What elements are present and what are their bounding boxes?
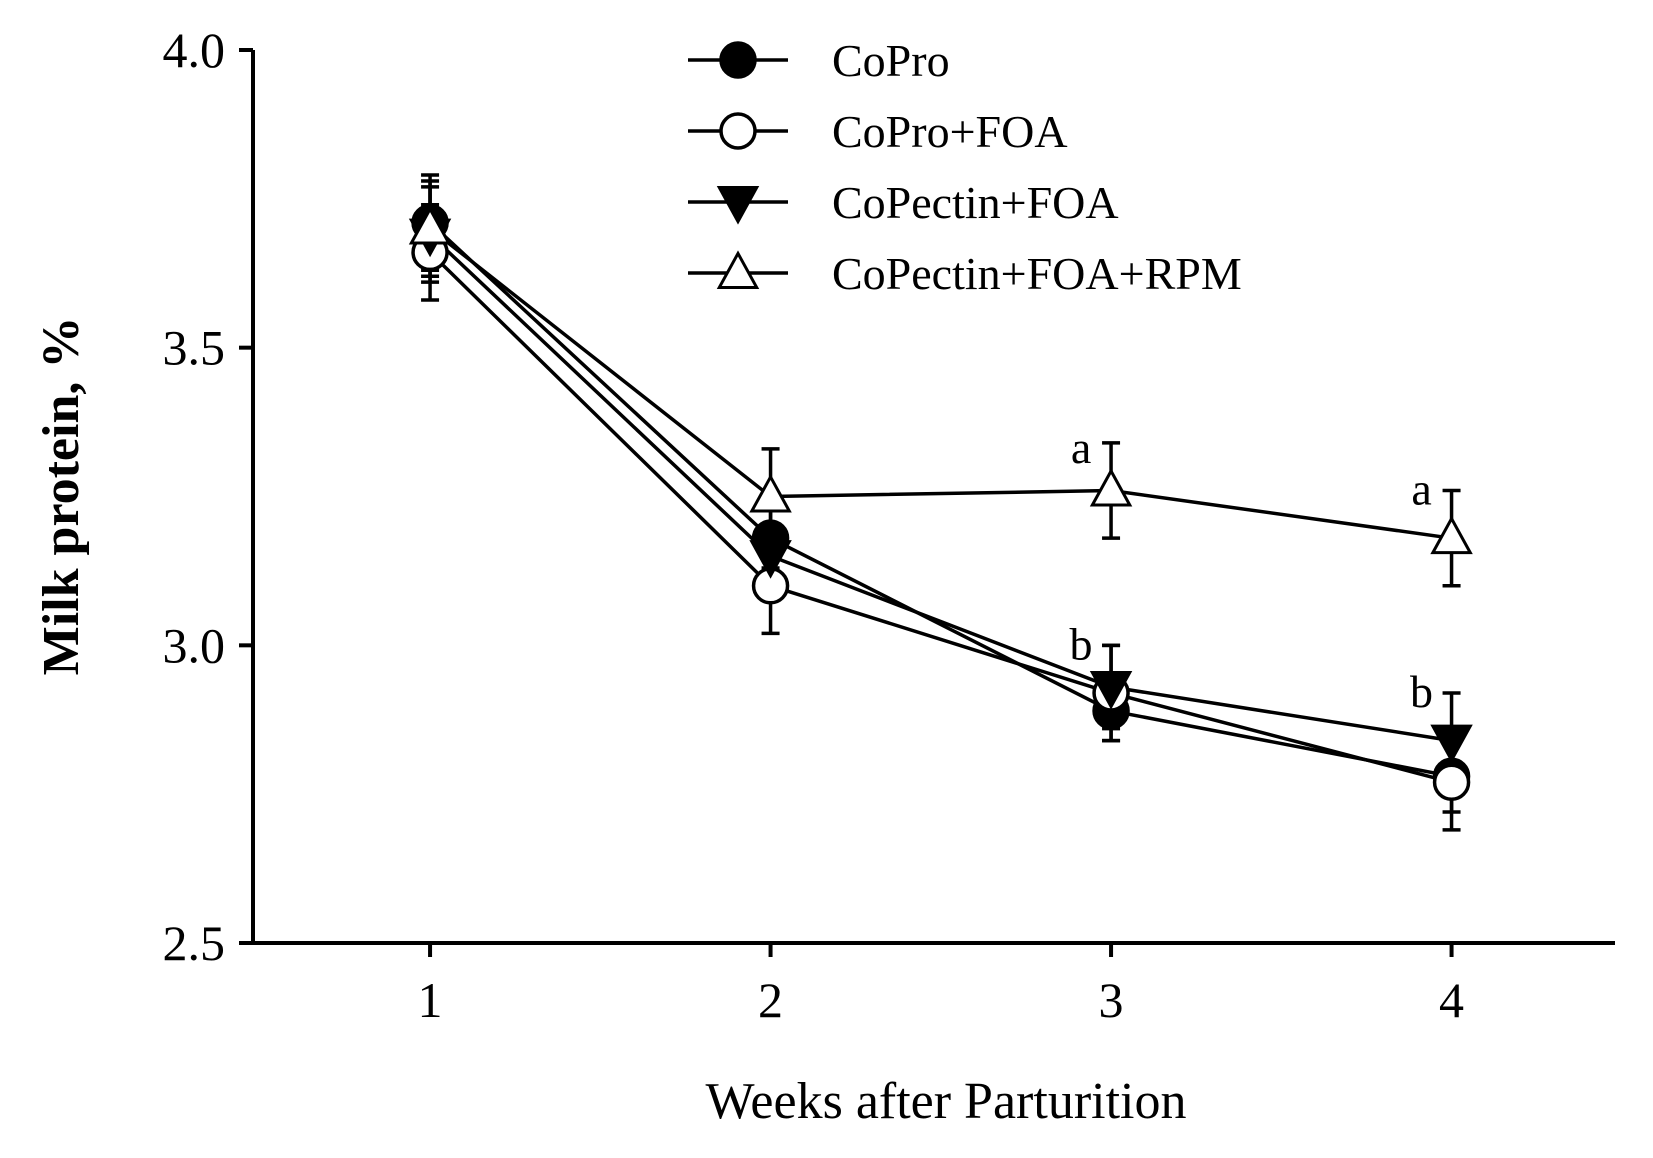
series-line <box>428 221 1452 779</box>
legend-marker <box>716 250 760 289</box>
markers-copectin-foa-rpm <box>408 205 1473 555</box>
y-tick-label: 3.0 <box>163 617 226 673</box>
x-axis-title: Weeks after Parturition <box>706 1073 1187 1130</box>
legend-label: CoPectin+FOA <box>832 177 1119 228</box>
legend-item: CoPectin+FOA+RPM <box>688 248 1242 299</box>
data-point <box>1430 515 1473 555</box>
y-tick-label: 3.5 <box>163 320 226 376</box>
data-point <box>408 205 452 245</box>
y-tick-label: 4.0 <box>163 22 226 78</box>
legend-marker <box>719 112 757 150</box>
data-point <box>749 540 792 579</box>
significance-letter: b <box>1410 666 1433 717</box>
data-point <box>749 473 792 513</box>
series-line <box>428 233 1452 743</box>
series-line <box>428 227 1452 540</box>
legend-marker <box>716 186 760 225</box>
legend-label: CoPro <box>832 35 950 86</box>
annotation-layer: a a b b <box>1070 422 1434 717</box>
x-tick-label: 3 <box>1099 972 1124 1028</box>
significance-letter: a <box>1411 464 1431 515</box>
x-tick-label: 1 <box>418 972 443 1028</box>
series-copectin-foa-rpm <box>421 179 1461 588</box>
axes: 2.5 3.0 3.5 4.0 1 2 3 4 <box>163 22 1615 1028</box>
legend-item: CoPectin+FOA <box>688 177 1119 228</box>
data-point <box>1432 763 1471 802</box>
significance-letter: b <box>1070 618 1093 669</box>
significance-letter: a <box>1071 422 1091 473</box>
legend-item: CoPro+FOA <box>688 106 1068 157</box>
x-tick-label: 4 <box>1439 972 1464 1028</box>
series-line <box>428 251 1453 784</box>
legend-item: CoPro <box>688 35 950 86</box>
legend-label: CoPectin+FOA+RPM <box>832 248 1242 299</box>
data-point <box>1089 671 1133 710</box>
y-axis-title: Milk protein, % <box>33 317 90 676</box>
data-point <box>1089 467 1133 507</box>
y-tick-label: 2.5 <box>163 915 226 971</box>
x-tick-label: 2 <box>758 972 783 1028</box>
markers-copectin-foa <box>408 218 1473 764</box>
legend: CoPro CoPro+FOA CoPectin+FOA CoPectin+FOA+R… <box>688 35 1242 299</box>
series-layer <box>408 173 1473 832</box>
legend-marker <box>719 41 757 79</box>
legend-label: CoPro+FOA <box>832 106 1068 157</box>
data-point <box>1430 724 1473 764</box>
